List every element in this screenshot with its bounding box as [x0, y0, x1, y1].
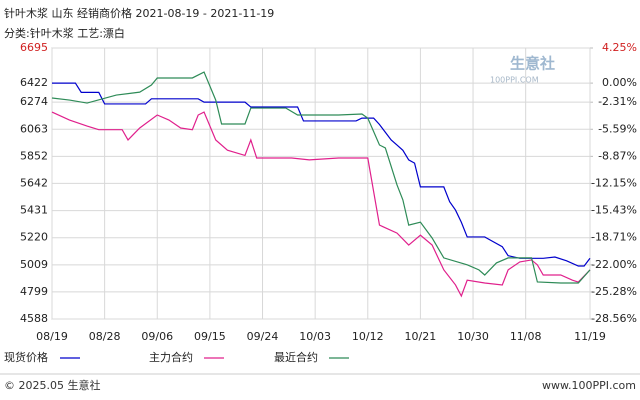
- y-tick-label: 6274: [20, 95, 48, 108]
- y-tick-label: 6063: [20, 122, 48, 135]
- y2-tick-label: 0.00%: [602, 76, 637, 89]
- x-tick-label: 10/30: [457, 330, 489, 343]
- y2-tick-label: -25.28%: [591, 285, 637, 298]
- y-tick-label: 5852: [20, 149, 48, 162]
- watermark: 生意社: [510, 55, 555, 73]
- y2-tick-label: -15.43%: [591, 204, 637, 217]
- chart-subtitle: 分类:针叶木浆 工艺:漂白: [4, 26, 125, 40]
- y2-tick-label: -18.71%: [591, 231, 637, 244]
- footer-right: www.100PPI.com: [542, 379, 636, 392]
- x-tick-label: 09/15: [194, 330, 226, 343]
- x-tick-label: 09/24: [247, 330, 279, 343]
- y-tick-label: 6695: [20, 41, 48, 54]
- x-tick-label: 10/12: [352, 330, 384, 343]
- x-tick-label: 09/06: [141, 330, 173, 343]
- legend-label: 现货价格: [4, 350, 48, 364]
- series-line: [52, 82, 591, 267]
- series-line: [51, 71, 591, 284]
- y-tick-label: 5431: [20, 204, 48, 217]
- y2-tick-label: -22.00%: [591, 258, 637, 271]
- watermark-sub: 100PPI.COM: [490, 76, 539, 85]
- y2-tick-label: -8.87%: [598, 149, 637, 162]
- y-tick-label: 6422: [20, 76, 48, 89]
- legend-label: 主力合约: [149, 350, 193, 364]
- series-line: [51, 111, 591, 298]
- legend-label: 最近合约: [274, 350, 318, 364]
- x-tick-label: 08/28: [89, 330, 121, 343]
- chart-title: 针叶木浆 山东 经销商价格 2021-08-19 - 2021-11-19: [4, 6, 274, 20]
- y-tick-label: 5220: [20, 231, 48, 244]
- x-tick-label: 08/19: [36, 330, 68, 343]
- y-tick-label: 5009: [20, 258, 48, 271]
- x-tick-label: 10/21: [405, 330, 437, 343]
- y2-tick-label: -5.59%: [598, 122, 637, 135]
- y-tick-label: 4799: [20, 285, 48, 298]
- x-tick-label: 10/03: [299, 330, 331, 343]
- x-tick-label: 11/19: [574, 330, 606, 343]
- y2-tick-label: -2.31%: [598, 95, 637, 108]
- x-tick-label: 11/08: [510, 330, 542, 343]
- y2-tick-label: 4.25%: [602, 41, 637, 54]
- y-tick-label: 4588: [20, 312, 48, 325]
- y2-tick-label: -28.56%: [591, 312, 637, 325]
- y-tick-label: 5642: [20, 176, 48, 189]
- footer-left: © 2025.05 生意社: [4, 378, 100, 392]
- y2-tick-label: -12.15%: [591, 176, 637, 189]
